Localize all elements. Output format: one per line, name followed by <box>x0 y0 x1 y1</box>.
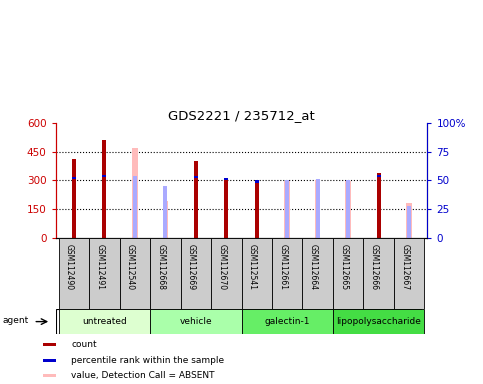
Text: GSM112667: GSM112667 <box>400 244 409 290</box>
Text: untreated: untreated <box>82 317 127 326</box>
Text: GSM112491: GSM112491 <box>95 244 104 290</box>
Bar <box>133 176 137 238</box>
Bar <box>163 186 167 238</box>
Bar <box>285 180 289 238</box>
Bar <box>181 238 211 309</box>
Text: GSM112661: GSM112661 <box>278 244 287 290</box>
Bar <box>72 159 76 238</box>
Text: GSM112666: GSM112666 <box>369 244 379 290</box>
Text: agent: agent <box>3 316 29 325</box>
Bar <box>58 238 89 309</box>
Bar <box>132 148 138 238</box>
Bar <box>194 161 198 238</box>
Text: GSM112669: GSM112669 <box>187 244 196 290</box>
Bar <box>377 175 381 177</box>
Text: count: count <box>71 340 97 349</box>
Bar <box>150 309 242 334</box>
Bar <box>363 238 394 309</box>
Bar <box>89 238 120 309</box>
Bar <box>43 374 57 377</box>
Text: GSM112664: GSM112664 <box>309 244 318 290</box>
Bar <box>333 309 425 334</box>
Bar <box>102 140 106 238</box>
Bar <box>255 182 258 238</box>
Bar <box>242 238 272 309</box>
Bar <box>242 309 333 334</box>
Bar <box>225 180 228 238</box>
Bar <box>163 200 168 238</box>
Bar <box>377 173 381 238</box>
Text: galectin-1: galectin-1 <box>265 317 310 326</box>
Bar <box>43 359 57 362</box>
Bar <box>315 180 320 238</box>
Text: GSM112490: GSM112490 <box>65 244 74 290</box>
Bar <box>345 182 351 238</box>
Bar <box>194 176 198 178</box>
Bar <box>394 238 425 309</box>
Bar <box>272 238 302 309</box>
Bar <box>284 182 290 238</box>
Bar <box>211 238 242 309</box>
Bar <box>333 238 363 309</box>
Title: GDS2221 / 235712_at: GDS2221 / 235712_at <box>168 109 315 122</box>
Bar <box>120 238 150 309</box>
Bar <box>406 203 412 238</box>
Text: vehicle: vehicle <box>180 317 212 326</box>
Text: percentile rank within the sample: percentile rank within the sample <box>71 356 224 365</box>
Bar <box>72 177 76 179</box>
Bar <box>302 238 333 309</box>
Text: value, Detection Call = ABSENT: value, Detection Call = ABSENT <box>71 371 214 380</box>
Bar <box>102 175 106 177</box>
Bar <box>58 309 150 334</box>
Bar <box>225 178 228 180</box>
Text: GSM112670: GSM112670 <box>217 244 226 290</box>
Bar <box>346 180 350 238</box>
Bar <box>150 238 181 309</box>
Text: GSM112665: GSM112665 <box>339 244 348 290</box>
Bar <box>407 206 411 238</box>
Bar <box>43 343 57 346</box>
Text: lipopolysaccharide: lipopolysaccharide <box>336 317 421 326</box>
Text: GSM112541: GSM112541 <box>248 244 257 290</box>
Text: GSM112668: GSM112668 <box>156 244 165 290</box>
Bar <box>255 180 258 183</box>
Bar <box>316 179 320 238</box>
Text: GSM112540: GSM112540 <box>126 244 135 290</box>
